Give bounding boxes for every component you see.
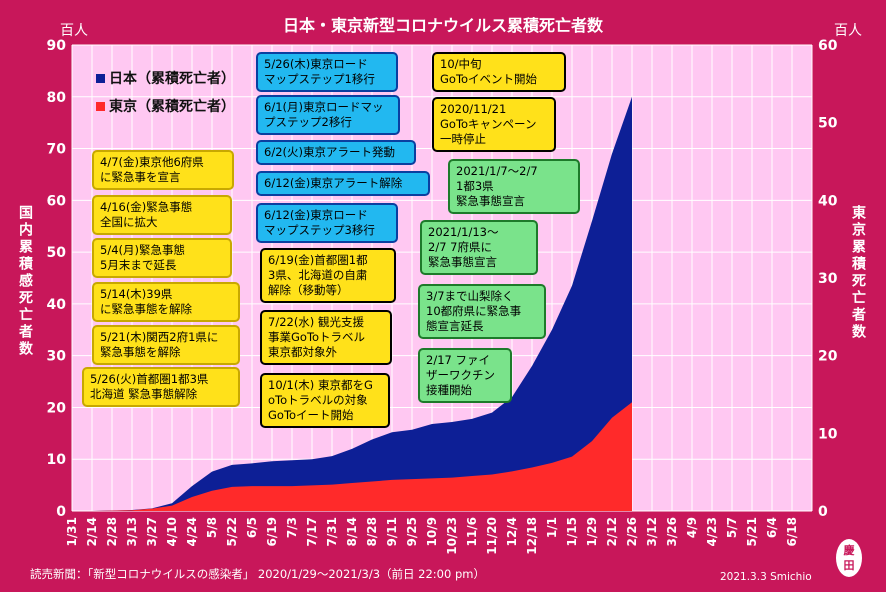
x-tick-label: 10/9 bbox=[425, 517, 439, 546]
left-tick-label: 70 bbox=[47, 142, 67, 158]
annotation-may21: 5/21(木)関西2府1県に 緊急事態を解除 bbox=[92, 325, 240, 365]
annotation-apr7: 4/7(金)東京他6府県 に緊急事を宣言 bbox=[92, 150, 234, 190]
x-tick-label: 3/13 bbox=[125, 517, 139, 546]
x-tick-label: 5/22 bbox=[225, 517, 239, 546]
annotation-jul22: 7/22(水) 観光支援 事業GoToトラベル 東京都対象外 bbox=[260, 310, 392, 365]
x-tick-label: 4/24 bbox=[185, 517, 199, 546]
left-tick-label: 20 bbox=[47, 400, 67, 416]
left-unit: 百人 bbox=[60, 23, 88, 39]
annotation-vaccine: 2/17 ファイ ザーワクチン 接種開始 bbox=[418, 348, 512, 403]
x-tick-label: 6/5 bbox=[245, 517, 259, 538]
source-note: 読売新聞：「新型コロナウイルスの感染者」 2020/1/29～2021/3/3（… bbox=[30, 567, 485, 581]
x-tick-label: 8/28 bbox=[365, 517, 379, 546]
chart-title: 日本・東京新型コロナウイルス累積死亡者数 bbox=[282, 16, 603, 35]
x-tick-label: 5/8 bbox=[205, 517, 219, 538]
credit: 2021.3.3 Smichio bbox=[720, 571, 812, 583]
x-tick-label: 6/4 bbox=[765, 517, 779, 538]
legend-label-japan: 日本（累積死亡者） bbox=[109, 71, 235, 87]
x-tick-label: 11/20 bbox=[485, 517, 499, 555]
data-areas bbox=[72, 96, 632, 512]
right-tick-label: 60 bbox=[818, 38, 838, 54]
left-axis-ticks: 0 10 20 30 40 50 60 70 80 90 bbox=[47, 38, 67, 520]
x-tick-label: 11/6 bbox=[465, 517, 479, 546]
x-tick-label: 12/4 bbox=[505, 517, 519, 546]
right-tick-label: 30 bbox=[818, 271, 838, 287]
annotation-tokyo-step2: 6/1(月)東京ロードマッ プステップ2移行 bbox=[256, 95, 400, 135]
x-tick-label: 9/25 bbox=[405, 517, 419, 546]
annotation-oct1: 10/1(木) 東京都をG oToトラベルの対象 GoToイート開始 bbox=[260, 373, 390, 428]
x-tick-label: 9/11 bbox=[385, 517, 399, 546]
right-tick-label: 50 bbox=[818, 116, 838, 132]
legend-tokyo: 東京（累積死亡者） bbox=[96, 96, 235, 116]
x-tick-label: 2/28 bbox=[105, 517, 119, 546]
left-tick-label: 90 bbox=[47, 38, 67, 54]
left-tick-label: 50 bbox=[47, 245, 67, 261]
seal-stamp: 慶 田 bbox=[834, 537, 864, 579]
annotation-emergency-extend: 3/7まで山梨除く 10都府県に緊急事 態宣言延長 bbox=[418, 284, 546, 339]
x-tick-label: 3/27 bbox=[145, 517, 159, 546]
x-tick-label: 4/10 bbox=[165, 517, 179, 546]
x-tick-label: 5/21 bbox=[745, 517, 759, 546]
x-tick-label: 3/12 bbox=[645, 517, 659, 546]
legend-label-tokyo: 東京（累積死亡者） bbox=[109, 99, 235, 115]
right-tick-label: 0 bbox=[818, 504, 828, 520]
legend-swatch-japan bbox=[96, 73, 105, 83]
annotation-emergency-7pref: 2021/1/13～ 2/7 7府県に 緊急事態宣言 bbox=[420, 220, 538, 275]
x-tick-label: 7/17 bbox=[305, 517, 319, 546]
x-tick-label: 4/23 bbox=[705, 517, 719, 546]
right-unit: 百人 bbox=[834, 23, 862, 39]
legend-japan: 日本（累積死亡者） bbox=[96, 68, 235, 88]
annotation-jun19: 6/19(金)首都圏1都 3県、北海道の自粛 解除（移動等） bbox=[260, 248, 396, 303]
annotation-tokyo-alert-off: 6/12(金)東京アラート解除 bbox=[256, 171, 430, 196]
x-tick-label: 1/31 bbox=[65, 517, 79, 546]
left-tick-label: 40 bbox=[47, 297, 67, 313]
annotation-tokyo-step1: 5/26(木)東京ロード マップステップ1移行 bbox=[256, 52, 398, 92]
annotation-apr16: 4/16(金)緊急事態 全国に拡大 bbox=[92, 195, 232, 235]
left-tick-label: 60 bbox=[47, 193, 67, 209]
annotation-goto-event: 10/中旬 GoToイベント開始 bbox=[432, 52, 566, 92]
right-tick-label: 10 bbox=[818, 426, 838, 442]
left-tick-label: 0 bbox=[56, 504, 66, 520]
x-axis-ticks: 1/31 2/14 2/28 3/13 3/27 4/10 4/24 5/8 5/22 6/5 6/… bbox=[65, 517, 799, 555]
x-tick-label: 5/7 bbox=[725, 517, 739, 538]
x-tick-label: 1/1 bbox=[545, 517, 559, 538]
x-tick-label: 10/23 bbox=[445, 517, 459, 555]
x-tick-label: 12/18 bbox=[525, 517, 539, 555]
left-tick-label: 30 bbox=[47, 349, 67, 365]
x-tick-label: 3/26 bbox=[665, 517, 679, 546]
annotation-may26-nation: 5/26(火)首都圏1都3県 北海道 緊急事態解除 bbox=[82, 367, 240, 407]
tokyo-series-area bbox=[72, 402, 632, 511]
x-tick-label: 2/26 bbox=[625, 517, 639, 546]
left-axis-label: 国内累積感死亡者数 bbox=[17, 205, 33, 358]
annotation-may4: 5/4(月)緊急事態 5月末まで延長 bbox=[92, 238, 232, 278]
annotation-goto-suspend: 2020/11/21 GoToキャンペーン 一時停止 bbox=[432, 97, 556, 152]
left-tick-label: 10 bbox=[47, 452, 67, 468]
x-tick-label: 7/3 bbox=[285, 517, 299, 538]
annotation-tokyo-step3: 6/12(金)東京ロード マップステップ3移行 bbox=[256, 203, 398, 243]
annotation-tokyo-alert-on: 6/2(火)東京アラート発動 bbox=[256, 140, 416, 165]
x-tick-label: 7/31 bbox=[325, 517, 339, 546]
x-tick-label: 2/14 bbox=[85, 517, 99, 546]
x-tick-label: 8/14 bbox=[345, 517, 359, 546]
right-axis-ticks: 0 10 20 30 40 50 60 bbox=[818, 38, 838, 520]
annotation-may14: 5/14(木)39県 に緊急事態を解除 bbox=[92, 282, 240, 322]
right-tick-label: 20 bbox=[818, 349, 838, 365]
right-axis-label: 東京累積死亡者数 bbox=[850, 205, 866, 341]
x-tick-label: 4/9 bbox=[685, 517, 699, 538]
x-tick-label: 1/15 bbox=[565, 517, 579, 546]
seal-char-2: 田 bbox=[843, 559, 855, 572]
legend-swatch-tokyo bbox=[96, 101, 105, 111]
x-tick-label: 6/19 bbox=[265, 517, 279, 546]
annotation-emergency-1to3: 2021/1/7～2/7 1都3県 緊急事態宣言 bbox=[448, 159, 580, 214]
x-tick-label: 1/29 bbox=[585, 517, 599, 546]
left-tick-label: 80 bbox=[47, 90, 67, 106]
x-tick-label: 6/18 bbox=[785, 517, 799, 546]
right-tick-label: 40 bbox=[818, 193, 838, 209]
x-tick-label: 2/12 bbox=[605, 517, 619, 546]
seal-char-1: 慶 bbox=[843, 544, 855, 557]
